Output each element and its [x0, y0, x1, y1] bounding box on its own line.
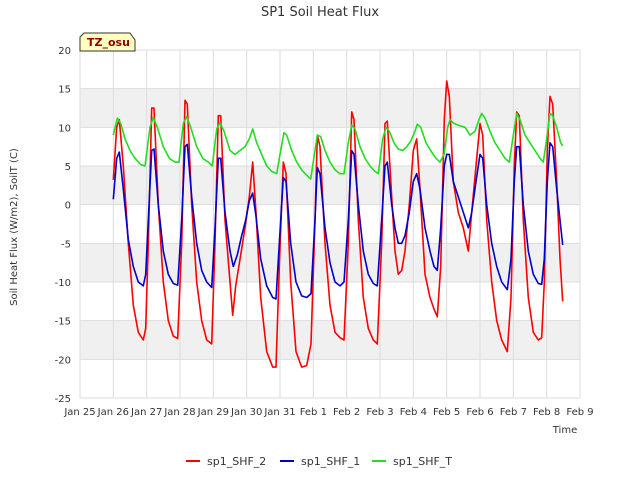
series-line-sp1_SHF_1 — [112, 142, 564, 300]
grid-lines — [79, 49, 581, 399]
y-axis-ticks: -25 -20 -15 -10 -5 0 5 10 15 20 — [55, 46, 71, 405]
badge-label: TZ_osu — [87, 36, 130, 49]
legend-label: sp1_SHF_T — [393, 455, 452, 468]
y-tick-label: -20 — [55, 355, 71, 366]
x-tick-label: Feb 8 — [533, 407, 560, 418]
series-lines — [112, 80, 564, 368]
x-axis-label: Time — [552, 425, 577, 436]
x-tick-label: Feb 7 — [500, 407, 527, 418]
chart-title: SP1 Soil Heat Flux — [261, 5, 379, 20]
plot-background-bands — [80, 50, 580, 398]
legend-label: sp1_SHF_2 — [207, 455, 266, 468]
x-tick-label: Jan 27 — [130, 407, 162, 418]
x-tick-label: Jan 31 — [263, 407, 295, 418]
y-axis-label: Soil Heat Flux (W/m2), SoilT (C) — [9, 148, 20, 306]
x-tick-label: Jan 29 — [197, 407, 229, 418]
x-tick-label: Feb 1 — [300, 407, 327, 418]
x-axis-ticks: Jan 25 Jan 26 Jan 27 Jan 28 Jan 29 Jan 30 Jan … — [63, 407, 593, 418]
y-tick-label: -15 — [55, 317, 71, 328]
x-tick-label: Jan 25 — [63, 407, 95, 418]
series-line-sp1_SHF_2 — [112, 80, 564, 368]
x-tick-label: Jan 30 — [230, 407, 262, 418]
y-tick-label: -25 — [55, 394, 71, 405]
x-tick-label: Feb 4 — [400, 407, 427, 418]
x-tick-label: Feb 5 — [433, 407, 460, 418]
x-tick-label: Jan 28 — [163, 407, 195, 418]
y-tick-label: -10 — [55, 278, 71, 289]
x-tick-label: Feb 2 — [333, 407, 360, 418]
plot-band — [80, 166, 580, 205]
plot-band — [80, 320, 580, 360]
x-tick-label: Feb 6 — [466, 407, 493, 418]
badge-background — [79, 32, 136, 52]
series-line-sp1_SHF_T — [112, 112, 564, 180]
y-tick-label: 20 — [58, 46, 71, 57]
x-tick-label: Feb 3 — [366, 407, 393, 418]
legend-label: sp1_SHF_1 — [301, 455, 360, 468]
plot-band — [80, 88, 580, 128]
y-tick-label: 5 — [65, 162, 71, 173]
timezone-badge: TZ_osu — [79, 32, 136, 52]
y-tick-label: -5 — [61, 239, 71, 250]
x-tick-label: Feb 9 — [566, 407, 593, 418]
y-tick-label: 15 — [58, 85, 71, 96]
x-tick-label: Jan 26 — [97, 407, 129, 418]
legend: sp1_SHF_2 sp1_SHF_1 sp1_SHF_T — [186, 455, 452, 468]
y-tick-label: 0 — [65, 201, 71, 212]
y-tick-label: 10 — [58, 123, 71, 134]
